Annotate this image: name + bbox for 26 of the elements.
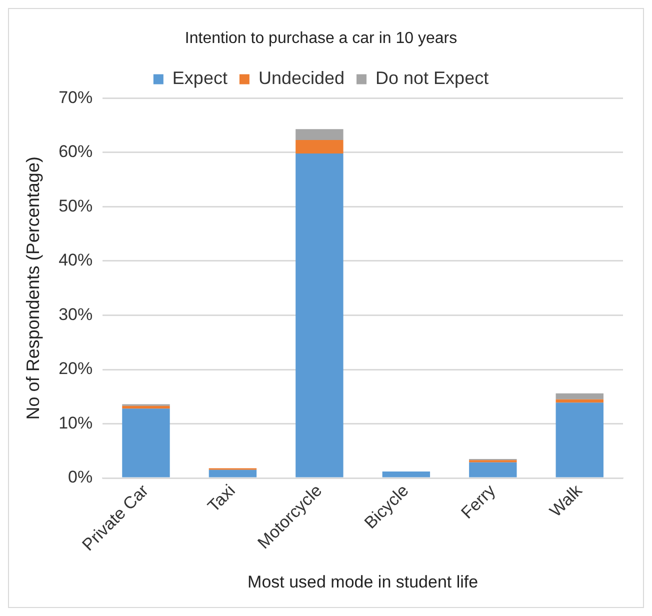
bar xyxy=(122,408,170,478)
x-axis-title: Most used mode in student life xyxy=(248,572,478,592)
bar xyxy=(296,129,344,140)
y-tick-label: 70% xyxy=(58,88,93,107)
y-tick-label: 30% xyxy=(58,304,93,324)
y-axis-title: No of Respondents (Percentage) xyxy=(22,156,43,420)
chart-title: Intention to purchase a car in 10 years xyxy=(184,30,458,48)
y-tick-label: 60% xyxy=(58,142,93,162)
bar xyxy=(469,462,517,478)
bar xyxy=(556,402,604,478)
bar xyxy=(122,406,170,409)
bar xyxy=(208,470,257,478)
y-tick-label: 20% xyxy=(58,359,93,378)
legend-label: Do not Expect xyxy=(376,68,489,88)
bar xyxy=(556,393,604,400)
y-tick-label: 40% xyxy=(58,250,93,270)
bar xyxy=(296,154,344,478)
y-tick-label: 0% xyxy=(68,468,93,487)
y-tick-label: 10% xyxy=(58,413,93,432)
y-tick-label: 50% xyxy=(58,196,93,216)
x-tick-label: Taxi xyxy=(204,480,239,516)
bar xyxy=(296,140,344,154)
bar xyxy=(556,399,604,403)
legend-label: Expect xyxy=(172,68,228,88)
bar xyxy=(382,472,430,478)
legend-label: Undecided xyxy=(258,68,345,88)
